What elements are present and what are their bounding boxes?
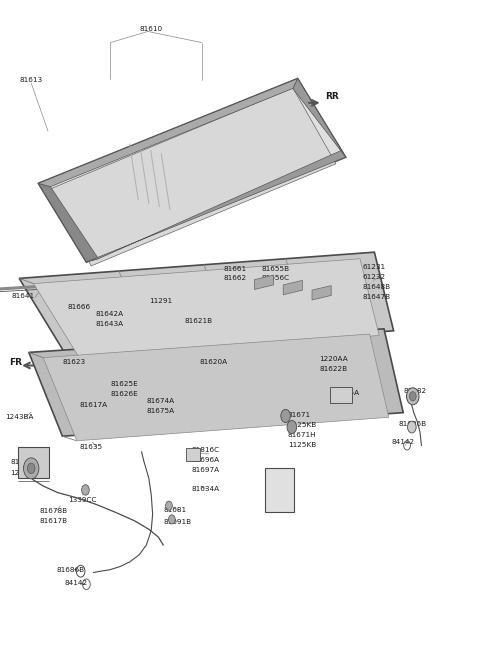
Text: 81675A: 81675A — [146, 407, 175, 414]
Circle shape — [168, 515, 175, 524]
Text: 81626E: 81626E — [110, 391, 138, 398]
Text: 81655B: 81655B — [262, 265, 290, 272]
Text: 81635: 81635 — [79, 443, 102, 450]
Text: 81643A: 81643A — [96, 321, 124, 328]
Circle shape — [27, 463, 35, 474]
Polygon shape — [312, 286, 331, 300]
Text: 11291: 11291 — [149, 298, 172, 305]
Text: 84142: 84142 — [65, 580, 88, 586]
Text: 81666: 81666 — [67, 304, 90, 310]
Polygon shape — [293, 79, 346, 157]
Polygon shape — [283, 280, 302, 295]
Text: 81648B: 81648B — [362, 284, 391, 290]
Polygon shape — [43, 334, 389, 441]
Text: 84185A: 84185A — [331, 390, 360, 396]
Circle shape — [287, 421, 297, 434]
Text: 81647B: 81647B — [362, 293, 391, 300]
Circle shape — [24, 458, 39, 479]
Text: 81634A: 81634A — [191, 485, 219, 492]
Text: 81682: 81682 — [403, 388, 426, 394]
Text: 81656C: 81656C — [262, 275, 290, 282]
Text: 84142: 84142 — [391, 439, 414, 445]
Text: 81697A: 81697A — [192, 466, 220, 473]
Text: RR: RR — [325, 92, 339, 102]
Text: 81617A: 81617A — [79, 402, 108, 408]
Text: 81674A: 81674A — [146, 398, 175, 404]
Circle shape — [408, 421, 416, 433]
Text: 1243BA: 1243BA — [5, 414, 33, 421]
Polygon shape — [38, 79, 346, 262]
Text: 81610: 81610 — [139, 26, 162, 33]
Text: 81662: 81662 — [223, 275, 246, 282]
Text: 81622B: 81622B — [319, 365, 348, 372]
FancyBboxPatch shape — [265, 468, 294, 512]
FancyBboxPatch shape — [330, 387, 352, 403]
Circle shape — [409, 392, 416, 401]
Circle shape — [407, 388, 419, 405]
Text: 81661: 81661 — [223, 265, 246, 272]
Polygon shape — [86, 151, 346, 262]
Text: 1220AA: 1220AA — [319, 356, 348, 362]
FancyBboxPatch shape — [18, 447, 49, 478]
Text: 81625E: 81625E — [110, 381, 138, 388]
Text: 81641: 81641 — [12, 293, 35, 299]
Text: 81642A: 81642A — [96, 311, 124, 318]
Text: 1125KB: 1125KB — [288, 441, 316, 448]
Circle shape — [281, 409, 290, 422]
Polygon shape — [48, 88, 336, 266]
Text: 81678B: 81678B — [39, 508, 68, 514]
Text: 81816C: 81816C — [192, 447, 220, 453]
Circle shape — [166, 501, 172, 510]
Text: 61232: 61232 — [362, 274, 385, 280]
Text: 1339CC: 1339CC — [68, 496, 96, 503]
FancyBboxPatch shape — [186, 448, 200, 461]
Text: 81675: 81675 — [265, 488, 288, 495]
Text: FR: FR — [9, 358, 22, 367]
Polygon shape — [34, 259, 379, 362]
Text: 81631: 81631 — [11, 458, 34, 465]
Text: 1220AB: 1220AB — [11, 470, 39, 476]
Polygon shape — [254, 275, 274, 290]
Text: 81671H: 81671H — [288, 432, 317, 438]
Text: 61231: 61231 — [362, 264, 385, 271]
Circle shape — [82, 485, 89, 495]
Text: 81671: 81671 — [288, 412, 311, 419]
Polygon shape — [19, 252, 394, 357]
Text: 81621B: 81621B — [185, 318, 213, 324]
Text: 81681: 81681 — [163, 506, 186, 513]
Text: 81613: 81613 — [19, 77, 42, 83]
Polygon shape — [29, 329, 403, 436]
Text: 81617B: 81617B — [39, 517, 68, 524]
Text: 81686B: 81686B — [57, 567, 85, 573]
Text: 81620A: 81620A — [199, 358, 228, 365]
Polygon shape — [38, 183, 98, 262]
Text: 1125KB: 1125KB — [288, 422, 316, 428]
Text: 81691B: 81691B — [163, 519, 192, 525]
Text: 81623: 81623 — [62, 358, 85, 365]
Text: 81696A: 81696A — [192, 457, 220, 463]
Polygon shape — [38, 79, 298, 187]
Text: 81686B: 81686B — [398, 421, 427, 428]
